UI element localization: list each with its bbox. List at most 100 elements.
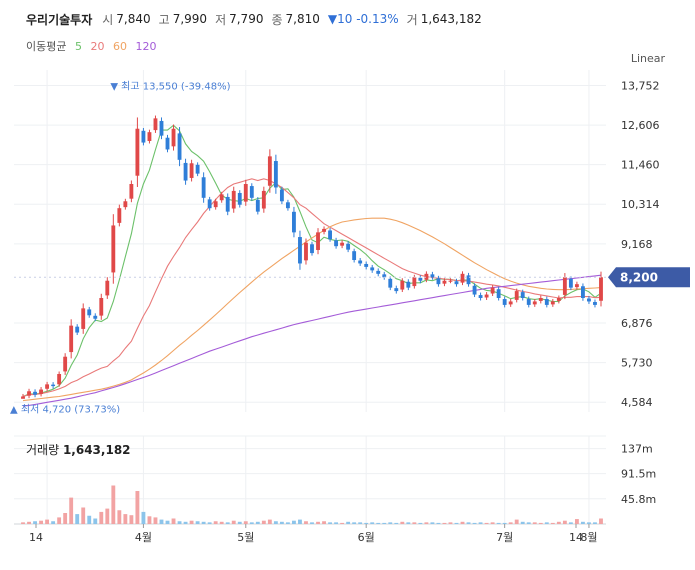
volume-bar (51, 521, 56, 524)
candle-body (57, 374, 62, 385)
candle-body (93, 315, 98, 319)
x-tick-label: 4월 (135, 531, 152, 544)
candle-body (466, 275, 471, 285)
candle-body (430, 274, 435, 278)
volume-bar (33, 521, 37, 524)
volume-value: 1,643,182 (420, 12, 482, 26)
close-value: 7,810 (285, 12, 320, 26)
volume-bar (87, 515, 92, 524)
candle-body (87, 309, 92, 316)
volume-bar (496, 522, 501, 524)
low-label: 저 (215, 12, 227, 27)
volume-label: 거 (406, 12, 418, 27)
volume-bar (63, 513, 68, 524)
candle-body (400, 280, 405, 290)
volume-bar (340, 522, 345, 524)
candle-body (394, 288, 399, 292)
candle-body (490, 287, 495, 294)
volume-bar (310, 522, 314, 524)
candle-body (298, 237, 302, 264)
candle-body (51, 384, 56, 387)
candle-body (165, 137, 170, 150)
volume-bar (99, 511, 104, 524)
volume-bar (364, 522, 369, 524)
candle-body (472, 285, 477, 295)
volume-bar (502, 522, 507, 524)
vol-tick-label: 45.8m (621, 493, 656, 506)
price-axis: 13,752 12,606 11,460 10,314 9,168 6,876 5,730 4… (621, 79, 660, 409)
volume-bar (159, 519, 164, 524)
candle-body (352, 251, 357, 260)
candle-body (442, 280, 447, 284)
current-price-label: 8,200 (620, 270, 658, 284)
volume-bar (454, 522, 459, 524)
volume-bar (171, 518, 176, 524)
candle-body (520, 292, 525, 298)
candle-body (310, 244, 314, 254)
max-price-label: ▼ 최고 13,550 (-39.48%) (110, 80, 230, 92)
candle-body (219, 194, 224, 201)
volume-bar (105, 508, 110, 524)
volume-bar (153, 517, 158, 524)
vol-tick-label: 137m (621, 443, 653, 456)
volume-bar (394, 522, 399, 524)
candle-body (454, 281, 459, 285)
volume-bar (147, 516, 152, 524)
ma-legend[interactable]: 이동평균 5 20 60 120 (26, 38, 161, 54)
candle-body (129, 184, 134, 199)
volume-bar (388, 522, 393, 524)
volume-bar (334, 522, 339, 524)
ma-5-label: 5 (74, 40, 82, 53)
scale-toggle-button[interactable]: Linear (630, 52, 665, 65)
volume-bar (382, 522, 387, 524)
volume-bar (430, 522, 435, 524)
candle-body (562, 277, 567, 295)
volume-bar (81, 507, 86, 524)
candle-body (63, 356, 68, 372)
candle-body (581, 286, 585, 298)
vol-tick-label: 91.5m (621, 468, 656, 481)
y-tick-label: 5,730 (621, 357, 653, 370)
volume-bar (189, 520, 194, 524)
low-value: 7,790 (229, 12, 264, 26)
volume-bar (406, 522, 411, 524)
high-label: 고 (158, 12, 170, 27)
candle-body (370, 267, 375, 271)
ma-legend-title: 이동평균 (26, 40, 67, 53)
volume-bar (123, 514, 128, 524)
candle-body (231, 190, 236, 209)
volume-bar (45, 519, 50, 524)
candle-body (346, 243, 351, 250)
volume-bar (39, 520, 43, 524)
candle-body (117, 208, 122, 223)
candle-body (328, 230, 332, 240)
open-value: 7,840 (116, 12, 151, 26)
volume-bar (532, 522, 537, 524)
candle-body (201, 177, 206, 198)
volume-bar (279, 521, 284, 524)
candle-body (532, 301, 537, 305)
candle-body (436, 278, 441, 285)
candle-body (267, 156, 272, 186)
candle-body (243, 184, 248, 202)
candle-body (159, 120, 164, 136)
ma60-line (22, 217, 602, 402)
volume-bar (424, 522, 429, 524)
candle-body (39, 389, 43, 394)
annotations: ▼ 최고 13,550 (-39.48%) ▲ 최저 4,720 (73.73%)… (10, 80, 690, 415)
volume-bar (538, 522, 543, 524)
volume-bar (129, 515, 134, 524)
candle-body (448, 280, 453, 282)
candle-body (177, 133, 182, 160)
volume-bar (316, 521, 320, 524)
volume-bar (418, 522, 423, 524)
candle-body (376, 270, 381, 274)
ma-120-label: 120 (135, 40, 157, 53)
volume-bar (117, 510, 122, 524)
volume-bar (490, 522, 495, 524)
x-tick-label: 14 (569, 531, 583, 544)
candle-body (255, 199, 260, 212)
candle-body (593, 301, 597, 305)
volume-bar (165, 520, 170, 524)
